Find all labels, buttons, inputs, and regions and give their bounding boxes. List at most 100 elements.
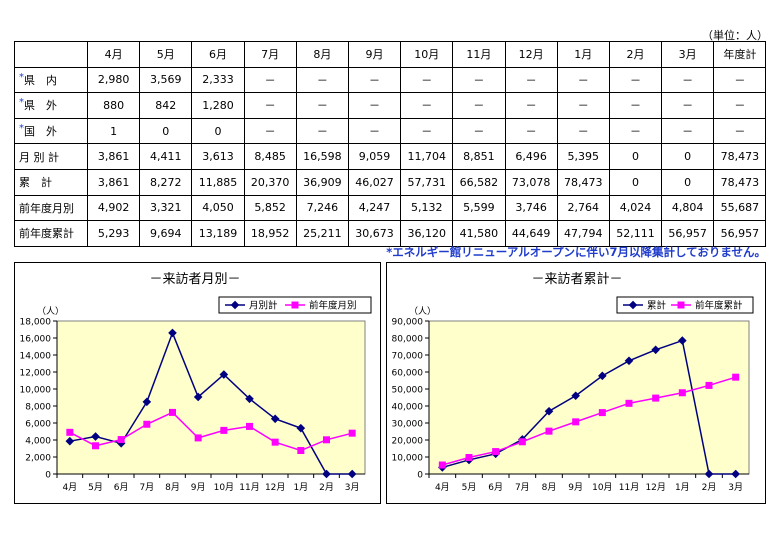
column-header: 10月 [400, 41, 454, 68]
table-cell: 41,580 [452, 220, 506, 247]
table-cell: － [608, 117, 663, 145]
y-axis-unit: （人） [409, 306, 436, 317]
data-point [117, 436, 125, 444]
column-header: 9月 [347, 41, 402, 68]
table-header-row: 4月 5月 6月 7月 8月 9月 10月 11月 12月 1月 2月 3月 年度計 [14, 41, 767, 68]
data-point [571, 391, 580, 401]
column-header: 年度計 [713, 41, 767, 68]
data-point [544, 406, 554, 416]
data-point [678, 389, 686, 397]
table-cell: 11,885 [191, 168, 245, 196]
table-cell: 36,120 [400, 220, 454, 247]
table-cell: － [713, 117, 767, 145]
table-row: 前年度累計 5,293 9,694 13,189 18,952 25,211 30,673 3… [14, 220, 767, 247]
table-cell: 3,613 [191, 143, 245, 170]
table-cell: 1,280 [191, 92, 245, 119]
data-point [194, 434, 202, 442]
data-point [651, 345, 660, 355]
row-label: *県 内 [14, 66, 88, 94]
data-point [219, 370, 229, 379]
table-cell: － [400, 117, 454, 145]
legend-marker [628, 300, 638, 310]
data-point [323, 436, 330, 444]
legend-marker [230, 300, 240, 310]
x-tick-label: 1月 [293, 482, 308, 493]
visitor-table: 4月 5月 6月 7月 8月 9月 10月 11月 12月 1月 2月 3月 年度計 *県 内 2,980… [14, 41, 767, 247]
table-cell: － [504, 66, 558, 94]
data-point [598, 409, 606, 417]
row-label: 累 計 [14, 168, 88, 196]
data-point [297, 447, 305, 455]
table-cell: － [400, 92, 454, 119]
table-cell: － [661, 117, 715, 145]
y-tick-label: 20,000 [392, 437, 424, 447]
column-header: 8月 [295, 41, 349, 68]
table-row: *県 外 880 842 1,280 －－－－－－－－－－ [14, 92, 767, 119]
legend-label: 前年度月別 [309, 300, 357, 312]
data-point [296, 423, 306, 433]
cumulative-chart: －来訪者累計－ （人） 0 10,000 20,000 30,000 40,000 50,00… [392, 271, 754, 493]
table-cell: － [243, 92, 297, 119]
x-tick-label: 5月 [88, 482, 103, 493]
data-point [545, 427, 553, 435]
unit-label: （単位：人） [702, 29, 768, 42]
table-cell: － [556, 92, 610, 119]
table-cell: － [504, 92, 558, 119]
table-cell: 8,851 [452, 143, 506, 170]
series-line-current [69, 330, 353, 475]
table-cell: 9,694 [139, 220, 193, 247]
legend-marker [291, 301, 299, 309]
data-point [652, 394, 660, 402]
table-cell: 44,649 [504, 220, 558, 247]
x-tick-label: 8月 [165, 482, 180, 493]
data-point [465, 454, 473, 462]
table-row: *県 内 2,980 3,569 2,333 －－－－－－－－－－ [14, 66, 767, 94]
data-point [678, 336, 687, 345]
x-tick-label: 2月 [702, 482, 717, 493]
y-tick-label: 14,000 [20, 352, 52, 362]
table-cell: 47,794 [556, 220, 610, 247]
data-point [220, 426, 228, 434]
row-label: 前年度累計 [14, 220, 88, 247]
legend-label: 月別計 [249, 300, 278, 312]
star-mark: * [19, 97, 24, 109]
y-tick-label: 30,000 [392, 420, 424, 430]
table-cell: 13,189 [191, 220, 245, 247]
x-tick-label: 8月 [542, 482, 557, 493]
table-row: 累 計 3,861 8,272 11,885 20,370 36,909 46,027 57,… [14, 168, 767, 196]
y-tick-label: 70,000 [392, 352, 424, 362]
data-point [92, 442, 99, 450]
table-cell: 11,704 [400, 143, 454, 170]
data-point [143, 420, 151, 428]
row-label-text: 県 外 [24, 99, 57, 113]
x-tick-label: 10月 [214, 482, 234, 493]
x-tick-label: 12月 [265, 482, 285, 493]
table-cell: 2,764 [556, 194, 610, 222]
data-point [518, 438, 526, 446]
row-label-text: 前年度累計 [19, 227, 74, 241]
data-point [732, 373, 740, 381]
data-point [348, 429, 356, 437]
data-point [625, 399, 633, 407]
series-line-current [442, 339, 736, 475]
table-cell: 4,902 [86, 194, 141, 222]
row-label: 前年度月別 [14, 194, 88, 222]
y-tick-label: 80,000 [392, 335, 424, 345]
table-cell: 66,582 [452, 168, 506, 196]
x-tick-label: 2月 [319, 482, 334, 493]
table-cell: 3,569 [139, 66, 193, 94]
legend-label: 前年度累計 [695, 300, 743, 312]
table-cell: － [713, 92, 767, 119]
table-cell: － [295, 66, 349, 94]
table-cell: 7,246 [295, 194, 349, 222]
column-header: 12月 [504, 41, 558, 68]
y-tick-label: 16,000 [20, 335, 52, 345]
table-cell: 5,599 [452, 194, 506, 222]
y-axis-unit: （人） [37, 306, 64, 317]
table-cell: 5,395 [556, 143, 610, 170]
row-label: *県 外 [14, 92, 88, 119]
column-header: 3月 [661, 41, 715, 68]
data-point [438, 461, 446, 469]
table-row: 前年度月別 4,902 3,321 4,050 5,852 7,246 4,247 5,132… [14, 194, 767, 222]
x-tick-label: 12月 [645, 482, 665, 493]
